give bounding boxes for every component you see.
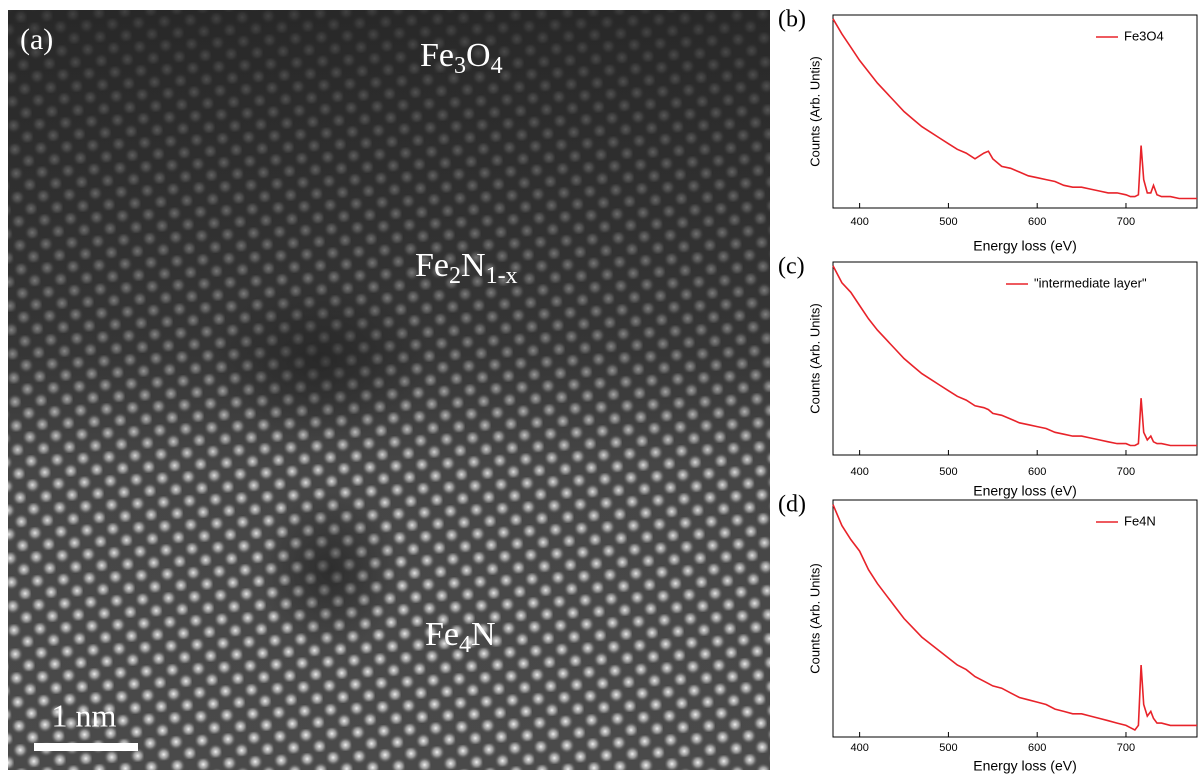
legend-label: Fe4N bbox=[1124, 513, 1156, 528]
page: (a) Fe3O4 Fe2N1-x Fe4N 1 nm (b)Counts (A… bbox=[0, 0, 1199, 776]
panel-label: (c) bbox=[778, 254, 805, 280]
legend-label: Fe3O4 bbox=[1124, 28, 1164, 43]
x-axis-label: Energy loss (eV) bbox=[973, 238, 1076, 254]
subscript: 4 bbox=[491, 53, 503, 79]
x-tick-label: 600 bbox=[1028, 742, 1046, 754]
figure: (a) Fe3O4 Fe2N1-x Fe4N 1 nm (b)Counts (A… bbox=[0, 0, 1199, 776]
x-tick-label: 700 bbox=[1117, 466, 1135, 478]
y-axis-label: Counts (Arb. Units) bbox=[807, 563, 822, 674]
spectrum-line bbox=[833, 19, 1197, 199]
panel-label: (d) bbox=[778, 492, 806, 518]
y-axis-label: Counts (Arb. Units) bbox=[807, 303, 822, 414]
legend-label: "intermediate layer" bbox=[1034, 275, 1147, 290]
x-tick-label: 700 bbox=[1117, 742, 1135, 754]
region-text: Fe bbox=[415, 247, 449, 284]
region-text: N bbox=[471, 616, 496, 653]
x-tick-label: 400 bbox=[850, 742, 868, 754]
panel-label: (b) bbox=[778, 7, 806, 33]
x-tick-label: 500 bbox=[939, 742, 957, 754]
plot-frame bbox=[833, 15, 1197, 208]
subscript: 1-x bbox=[486, 263, 518, 289]
x-axis-label: Energy loss (eV) bbox=[973, 758, 1076, 774]
subscript: 4 bbox=[459, 632, 471, 658]
spectrum-line bbox=[833, 505, 1197, 730]
spectrum-line bbox=[833, 266, 1197, 446]
panel-label: (a) bbox=[20, 23, 53, 56]
scale-bar bbox=[34, 743, 138, 751]
region-text: N bbox=[461, 247, 486, 284]
x-tick-label: 700 bbox=[1117, 216, 1135, 228]
region-text: Fe bbox=[425, 616, 459, 653]
region-text: Fe bbox=[420, 37, 454, 74]
x-tick-label: 500 bbox=[939, 466, 957, 478]
x-tick-label: 400 bbox=[850, 216, 868, 228]
plot-frame bbox=[833, 500, 1197, 737]
x-tick-label: 400 bbox=[850, 466, 868, 478]
x-tick-label: 600 bbox=[1028, 216, 1046, 228]
subscript: 2 bbox=[449, 263, 461, 289]
scale-bar-label: 1 nm bbox=[52, 697, 117, 733]
plot-frame bbox=[833, 262, 1197, 455]
x-tick-label: 600 bbox=[1028, 466, 1046, 478]
x-axis-label: Energy loss (eV) bbox=[973, 483, 1076, 499]
stem-image: (a) Fe3O4 Fe2N1-x Fe4N 1 nm bbox=[8, 10, 770, 770]
region-text: O bbox=[466, 37, 491, 74]
subscript: 3 bbox=[454, 53, 466, 79]
x-tick-label: 500 bbox=[939, 216, 957, 228]
y-axis-label: Counts (Arb. Untis) bbox=[807, 56, 822, 167]
